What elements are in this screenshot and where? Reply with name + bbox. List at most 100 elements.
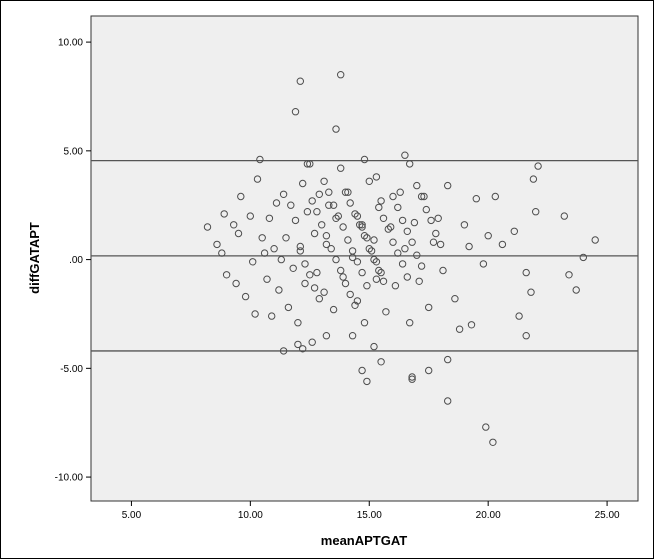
data-point	[222, 271, 231, 279]
data-point	[455, 325, 464, 333]
data-point	[339, 273, 347, 281]
data-point	[439, 266, 447, 275]
data-point	[268, 312, 276, 320]
data-point	[339, 223, 347, 231]
data-point	[291, 216, 300, 225]
data-point	[332, 125, 340, 133]
data-point	[444, 355, 452, 364]
data-point	[522, 268, 530, 277]
data-point	[332, 214, 340, 223]
data-point	[287, 201, 295, 209]
x-tick-label: 10.00	[238, 510, 263, 521]
plot-area	[90, 15, 639, 502]
data-point	[491, 192, 499, 201]
data-point	[344, 188, 352, 196]
y-axis-label: diffGATAPT	[27, 222, 42, 294]
data-point	[422, 205, 430, 214]
data-point	[444, 181, 452, 190]
data-point	[322, 240, 331, 249]
data-point	[425, 366, 433, 375]
data-point	[367, 247, 376, 255]
data-point	[301, 279, 309, 288]
data-point	[301, 260, 309, 268]
data-point	[346, 290, 354, 299]
data-point	[387, 223, 395, 231]
data-point	[401, 151, 409, 159]
data-point	[365, 245, 373, 253]
data-point	[389, 192, 397, 201]
data-point	[334, 212, 342, 220]
data-point	[348, 332, 357, 340]
data-point	[303, 208, 312, 216]
data-point	[398, 260, 407, 268]
data-point	[417, 262, 426, 270]
data-point	[299, 345, 307, 353]
data-point	[560, 212, 568, 220]
data-point	[375, 266, 383, 275]
data-point	[434, 214, 442, 223]
data-point	[370, 255, 378, 264]
data-point	[344, 236, 352, 244]
data-point	[379, 214, 388, 223]
data-point	[329, 201, 338, 209]
data-point	[363, 377, 371, 386]
data-point	[522, 332, 530, 340]
data-point	[413, 181, 421, 190]
data-point	[275, 286, 283, 294]
data-point	[353, 258, 362, 266]
data-point	[294, 319, 302, 327]
data-point	[427, 216, 435, 225]
data-point	[394, 203, 402, 212]
data-point	[403, 227, 411, 236]
data-point	[320, 288, 328, 296]
data-point	[579, 253, 587, 262]
data-point	[372, 173, 381, 181]
data-point	[510, 227, 518, 236]
data-point	[251, 310, 259, 318]
data-point	[230, 221, 238, 229]
data-point	[406, 319, 414, 327]
data-point	[382, 308, 390, 316]
data-point	[436, 240, 445, 249]
data-point	[565, 271, 573, 279]
data-point	[246, 212, 255, 220]
data-point	[348, 247, 357, 255]
data-point	[417, 192, 426, 201]
data-point	[372, 258, 381, 266]
data-point	[218, 249, 226, 257]
data-point	[489, 438, 497, 446]
y-tick-label: -10.00	[55, 473, 84, 484]
data-point	[315, 190, 323, 199]
x-axis: 5.00 10.00 15.00 20.00 25.00	[122, 501, 620, 521]
data-point	[515, 312, 523, 320]
data-point	[258, 234, 266, 242]
data-point	[498, 240, 507, 249]
y-tick-label: 5.00	[64, 146, 84, 157]
data-point	[363, 234, 371, 242]
data-point	[353, 212, 362, 220]
data-point	[429, 238, 438, 246]
data-point	[384, 225, 392, 233]
data-point	[279, 190, 288, 199]
data-point	[237, 192, 245, 201]
data-point	[256, 155, 264, 164]
data-point	[408, 375, 416, 383]
data-point	[296, 247, 304, 255]
data-point	[299, 179, 307, 188]
data-point	[572, 286, 580, 294]
data-point	[310, 229, 319, 238]
y-tick-label: -5.00	[60, 364, 83, 375]
data-point	[358, 221, 366, 229]
x-tick-label: 5.00	[122, 510, 142, 521]
y-tick-label: .00	[69, 255, 83, 266]
data-point	[260, 249, 269, 257]
data-point	[379, 277, 388, 285]
data-point	[277, 255, 285, 264]
data-point	[303, 160, 312, 168]
y-axis: 10.00 5.00 .00 -5.00 -10.00	[55, 38, 91, 484]
data-point	[203, 223, 212, 231]
data-point	[394, 249, 402, 257]
data-point	[272, 199, 281, 207]
data-point	[351, 210, 359, 218]
data-point	[377, 358, 385, 366]
